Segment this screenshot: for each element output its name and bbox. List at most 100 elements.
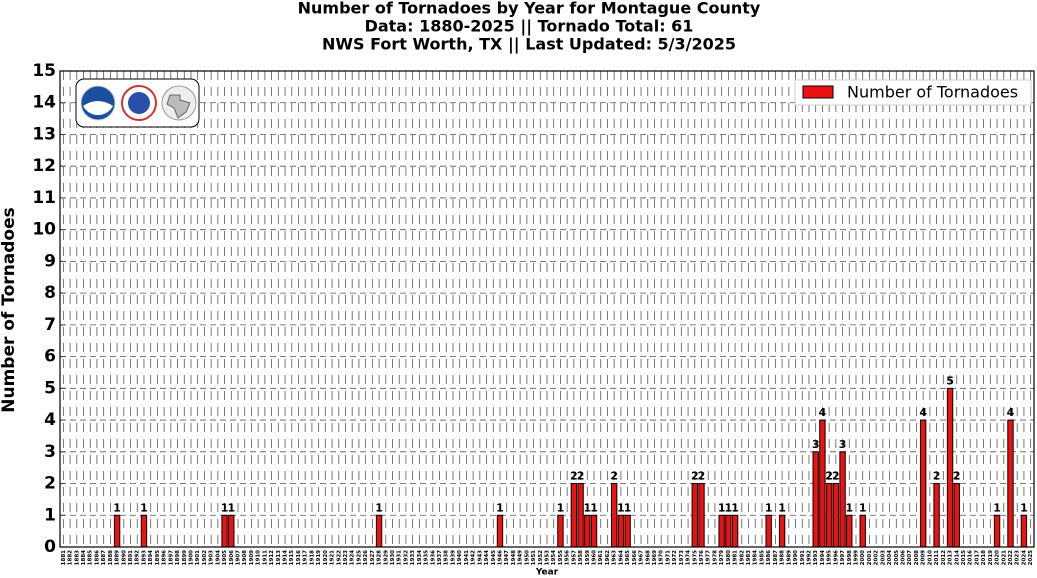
x-tick-label: 1907 (236, 550, 242, 565)
x-tick-label: 1977 (706, 550, 712, 565)
plot-frame (59, 70, 1035, 548)
x-tick-label: 1959 (585, 550, 591, 565)
x-tick-label: 1918 (309, 550, 315, 565)
y-tick-label: 12 (32, 156, 56, 176)
bar (919, 419, 927, 548)
value-label: 1 (227, 501, 235, 514)
value-label: 1 (845, 501, 853, 514)
x-tick-label: 2014 (954, 550, 960, 565)
value-label: 4 (819, 406, 827, 419)
x-tick-label: 2003 (880, 550, 886, 565)
x-tick-label: 1980 (726, 550, 732, 565)
x-tick-label: 1964 (618, 550, 624, 565)
value-label: 1 (725, 501, 733, 514)
x-tick-label: 2025 (1028, 550, 1034, 565)
y-tick-label: 7 (44, 315, 56, 335)
x-tick-label: 1941 (464, 550, 470, 565)
y-tick-label: 3 (44, 442, 56, 462)
x-tick-label: 1974 (686, 550, 692, 565)
value-label: 2 (953, 470, 961, 483)
x-tick-label: 1986 (766, 550, 772, 565)
x-tick-label: 1972 (672, 550, 678, 565)
x-tick-label: 1923 (343, 550, 349, 565)
nws-logo-inner (128, 92, 150, 114)
value-label: 2 (825, 470, 833, 483)
x-tick-label: 1984 (753, 550, 759, 565)
x-tick-label: 1950 (524, 550, 530, 565)
bar (1007, 419, 1014, 548)
value-label: 1 (993, 501, 1001, 514)
x-tick-label: 1954 (551, 550, 557, 565)
y-tick-label: 10 (32, 220, 56, 240)
bar (375, 514, 383, 548)
y-tick-label: 14 (32, 93, 56, 113)
x-tick-label: 1935 (424, 550, 430, 565)
x-tick-label: 1883 (74, 550, 80, 565)
x-tick-label: 1951 (531, 550, 537, 565)
x-tick-label: 1960 (592, 550, 598, 565)
x-tick-label: 1905 (222, 550, 228, 565)
value-label: 1 (221, 501, 229, 514)
bar (610, 483, 618, 548)
x-tick-label: 1921 (330, 550, 336, 565)
x-tick-label: 1901 (195, 550, 201, 565)
bar (570, 483, 578, 548)
legend: Number of Tornadoes (794, 79, 1032, 106)
bar (698, 483, 705, 548)
bar (839, 451, 846, 548)
x-axis-label: Year (535, 568, 559, 578)
x-tick-label: 1882 (68, 550, 74, 565)
x-tick-label: 2000 (860, 550, 866, 565)
x-tick-label: 1968 (645, 550, 651, 565)
bar (819, 419, 826, 548)
y-tick-label: 15 (32, 61, 56, 81)
bar (825, 483, 833, 548)
value-label: 1 (583, 501, 591, 514)
value-label: 1 (375, 501, 383, 514)
x-tick-label: 2008 (914, 550, 920, 565)
bar (228, 514, 235, 548)
bar (812, 451, 819, 548)
x-tick-label: 1924 (350, 550, 356, 565)
chart-subtitle: Data: 1880-2025 || Tornado Total: 61 (365, 17, 694, 37)
value-label: 1 (731, 501, 739, 514)
x-tick-label: 2021 (1001, 550, 1007, 565)
x-tick-label: 1952 (538, 550, 544, 565)
bar (859, 514, 866, 548)
bar (617, 514, 625, 548)
y-tick-label: 8 (44, 283, 56, 303)
x-tick-label: 1967 (639, 550, 645, 565)
x-tick-label: 1886 (94, 550, 100, 565)
x-tick-label: 1934 (417, 550, 423, 565)
x-tick-label: 2002 (874, 550, 880, 565)
x-tick-label: 1895 (155, 550, 161, 565)
x-tick-label: 1961 (598, 550, 604, 565)
x-tick-label: 1919 (316, 550, 322, 565)
x-tick-label: 1932 (403, 550, 409, 565)
value-label: 4 (1007, 406, 1015, 419)
value-label: 1 (113, 501, 121, 514)
bar (993, 514, 1001, 548)
x-tick-label: 2024 (1021, 550, 1027, 565)
bar (731, 514, 739, 548)
value-label: 5 (946, 374, 954, 387)
y-tick-label: 2 (44, 474, 56, 494)
x-tick-label: 1892 (135, 550, 141, 565)
x-tick-label: 2022 (1008, 550, 1014, 565)
value-label: 1 (765, 501, 773, 514)
value-label: 2 (610, 470, 618, 483)
x-tick-label: 1999 (853, 550, 859, 565)
x-tick-label: 1948 (511, 550, 517, 565)
x-tick-label: 1929 (383, 550, 389, 565)
x-tick-label: 1979 (719, 550, 725, 565)
x-tick-label: 1990 (793, 550, 799, 565)
x-tick-label: 2018 (981, 550, 987, 565)
x-tick-label: 2019 (988, 550, 994, 565)
x-tick-label: 1995 (827, 550, 833, 565)
x-tick-label: 1885 (88, 550, 94, 565)
x-tick-label: 1973 (679, 550, 685, 565)
value-label: 1 (590, 501, 598, 514)
legend-label: Number of Tornadoes (847, 83, 1018, 102)
value-label: 2 (933, 470, 941, 483)
x-tick-label: 1897 (168, 550, 174, 565)
